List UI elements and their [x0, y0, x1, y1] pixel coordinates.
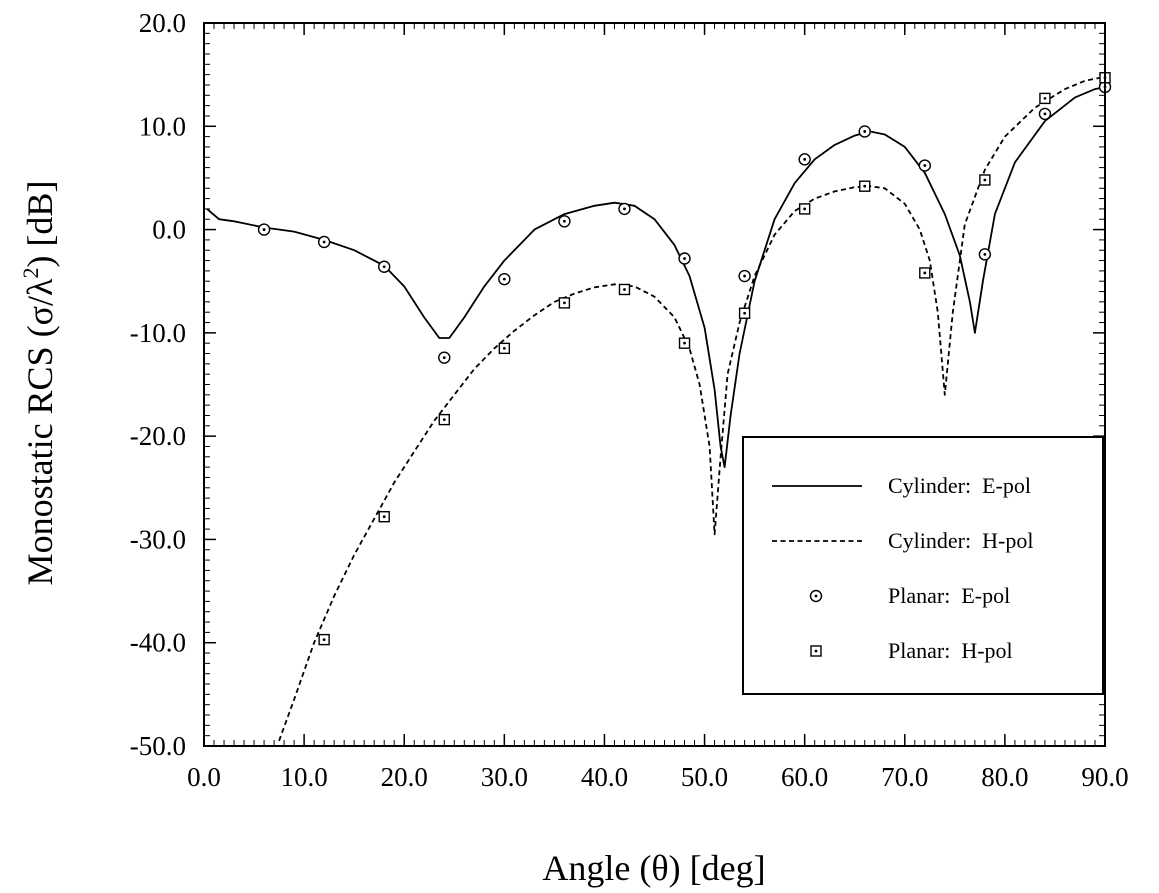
x-tick-label: 60.0 [781, 762, 828, 792]
y-axis-title: Monostatic RCS (σ/λ2) [dB] [18, 181, 60, 586]
planar-e-pol-point [618, 202, 631, 216]
x-tick-label: 90.0 [1081, 762, 1128, 792]
planar-e-pol-point [738, 269, 751, 283]
planar-h-pol-point [979, 174, 991, 186]
x-tick-label: 40.0 [581, 762, 628, 792]
y-tick-label: -50.0 [130, 731, 186, 761]
planar-h-pol-point [618, 283, 631, 296]
planar-h-pol-point [378, 511, 390, 523]
series-line-e-pol [206, 86, 1106, 468]
planar-h-pol-point [558, 297, 571, 309]
legend-entries: Cylinder: E-pol Cylinder: H-pol Planar: E-… [772, 473, 1033, 663]
legend-label: Cylinder: H-pol [888, 528, 1033, 553]
y-tick-label: -20.0 [130, 421, 186, 451]
plot-frame [203, 22, 1106, 747]
planar-e-pol-point [858, 125, 871, 138]
y-tick-label: 0.0 [152, 215, 186, 245]
x-axis-title: Angle (θ) [deg] [542, 848, 765, 888]
planar-h-pol-point [438, 413, 450, 426]
y-axis-title-suffix: ) [dB] [20, 181, 60, 268]
legend-label: Planar: E-pol [888, 583, 1010, 608]
x-tick-label: 10.0 [280, 762, 327, 792]
legend-entry: Cylinder: H-pol [772, 528, 1033, 553]
y-axis-title-prefix: Monostatic RCS (σ/λ [20, 278, 60, 585]
planar-h-pol-point [798, 203, 811, 215]
x-tick-label: 80.0 [981, 762, 1028, 792]
planar-e-pol-point [798, 153, 811, 166]
legend-circle-marker [809, 589, 823, 603]
planar-e-pol-point [678, 252, 691, 265]
series-markers [257, 72, 1112, 646]
planar-h-pol-point [919, 267, 931, 279]
planar-h-pol-point [738, 307, 751, 319]
planar-e-pol-point [498, 272, 511, 286]
legend-label: Cylinder: E-pol [888, 473, 1031, 498]
planar-e-pol-point [558, 215, 571, 228]
legend-entry: Cylinder: E-pol [772, 473, 1031, 498]
planar-e-pol-point [257, 223, 271, 236]
y-tick-label: -10.0 [130, 318, 186, 348]
legend-square-marker [810, 645, 822, 657]
series-line-h-pol [278, 75, 1106, 742]
y-tick-label: -30.0 [130, 524, 186, 554]
planar-e-pol-point [1038, 107, 1052, 121]
x-tick-label: 0.0 [187, 762, 221, 792]
legend-label: Planar: H-pol [888, 638, 1013, 663]
legend-entry: Planar: E-pol [809, 583, 1010, 608]
planar-e-pol-point [378, 260, 391, 273]
y-tick-label: 10.0 [139, 111, 186, 141]
planar-e-pol-point [317, 235, 331, 249]
planar-e-pol-point [918, 159, 931, 172]
tick-labels: 0.0 10.0 20.0 30.0 40.0 50.0 60.0 70.0 80.0 90.0 2… [130, 8, 1129, 792]
y-axis-title-superscript: 2 [18, 268, 43, 279]
planar-h-pol-point [498, 342, 511, 355]
y-tick-label: -40.0 [130, 628, 186, 658]
legend-box [742, 436, 1104, 695]
x-tick-label: 20.0 [381, 762, 428, 792]
planar-e-pol-point [978, 248, 992, 261]
planar-h-pol-point [318, 633, 330, 646]
y-tick-label: 20.0 [139, 8, 186, 38]
x-tick-label: 30.0 [481, 762, 528, 792]
planar-h-pol-point [859, 180, 871, 192]
legend-entry: Planar: H-pol [810, 638, 1013, 663]
legend: Cylinder: E-pol Cylinder: H-pol Planar: E-… [742, 436, 1104, 695]
planar-e-pol-point [438, 351, 451, 364]
x-tick-label: 50.0 [681, 762, 728, 792]
x-tick-label: 70.0 [881, 762, 928, 792]
series-lines [206, 75, 1106, 742]
planar-h-pol-point [678, 337, 691, 349]
planar-h-pol-point [1039, 92, 1051, 105]
